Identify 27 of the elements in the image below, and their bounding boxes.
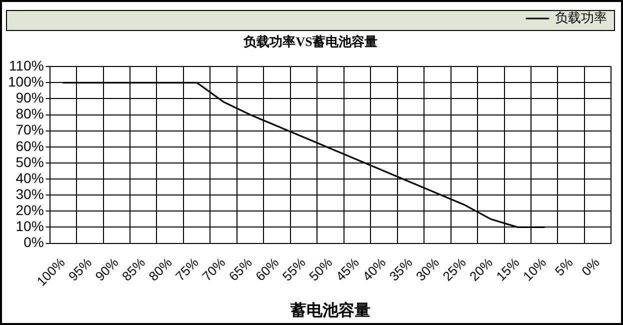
x-tick-label: 90% [92, 254, 122, 284]
y-tick-label: 10% [16, 218, 44, 234]
x-tick-label: 95% [66, 254, 95, 284]
y-tick-label: 30% [16, 186, 44, 202]
y-tick-label: 100% [8, 74, 44, 90]
x-axis-title: 蓄电池容量 [290, 300, 370, 320]
y-tick-label: 90% [16, 90, 44, 106]
chart-title: 负载功率VS蓄电池容量 [242, 34, 378, 50]
y-tick-label: 50% [16, 154, 44, 170]
x-tick-label: 30% [413, 254, 442, 284]
x-tick-label: 40% [360, 254, 389, 284]
y-tick-label: 60% [16, 138, 44, 154]
y-tick-label: 80% [16, 106, 44, 122]
x-tick-label: 50% [306, 254, 336, 284]
x-tick-label: 0% [578, 254, 603, 279]
y-tick-label: 110% [9, 57, 44, 74]
y-tick-label: 0% [24, 234, 44, 250]
x-tick-label: 85% [119, 254, 148, 284]
x-tick-label: 45% [332, 254, 362, 284]
x-tick-label: 60% [252, 254, 282, 284]
x-tick-label: 35% [386, 254, 416, 284]
x-tick-label: 55% [279, 254, 309, 284]
y-tick-label: 70% [16, 122, 44, 138]
legend-label: 负载功率 [555, 10, 607, 26]
x-tick-label: 5% [552, 254, 576, 279]
y-tick-label: 40% [16, 170, 44, 186]
y-tick-label: 20% [16, 202, 44, 218]
